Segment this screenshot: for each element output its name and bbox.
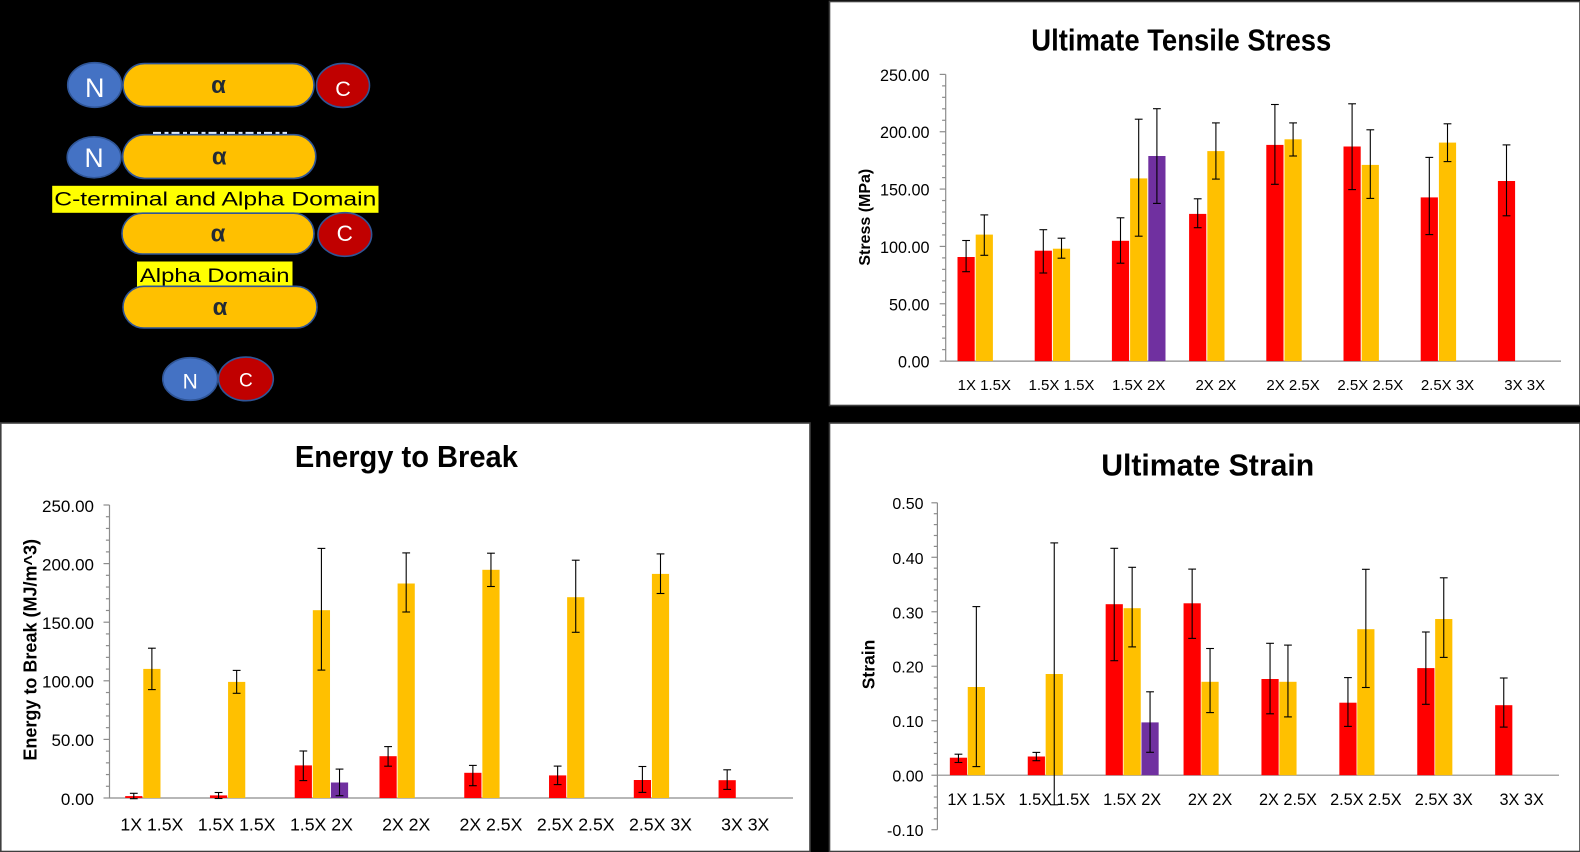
svg-text:Stress (MPa): Stress (MPa) — [857, 169, 874, 266]
svg-text:200.00: 200.00 — [42, 555, 94, 574]
svg-text:N: N — [183, 371, 198, 394]
svg-text:C-terminal and Alpha Domain: C-terminal and Alpha Domain — [54, 189, 376, 210]
svg-text:C: C — [335, 77, 351, 101]
svg-text:2X 2X: 2X 2X — [382, 814, 430, 834]
svg-text:1X 1.5X: 1X 1.5X — [120, 814, 183, 834]
svg-text:2X 2.5X: 2X 2.5X — [1266, 377, 1319, 394]
svg-text:100.00: 100.00 — [880, 239, 930, 257]
svg-text:2X 2X: 2X 2X — [1188, 791, 1232, 809]
svg-text:1X 1.5X: 1X 1.5X — [947, 791, 1005, 809]
svg-text:1.5X 2X: 1.5X 2X — [1103, 791, 1161, 809]
svg-text:Alpha Domain: Alpha Domain — [140, 265, 290, 287]
svg-text:3X 3X: 3X 3X — [721, 814, 769, 834]
svg-text:C: C — [337, 221, 353, 246]
svg-text:3X 3X: 3X 3X — [1504, 377, 1545, 394]
svg-text:2.5X 2.5X: 2.5X 2.5X — [537, 814, 615, 834]
svg-text:-0.10: -0.10 — [887, 823, 924, 840]
svg-text:2X 2X: 2X 2X — [1195, 377, 1236, 394]
svg-text:1.5X 1.5X: 1.5X 1.5X — [198, 814, 276, 834]
svg-text:2.5X 2.5X: 2.5X 2.5X — [1330, 791, 1402, 809]
svg-text:α: α — [211, 72, 226, 99]
svg-text:100.00: 100.00 — [42, 673, 94, 692]
svg-text:0.50: 0.50 — [892, 496, 923, 513]
svg-text:200.00: 200.00 — [880, 124, 930, 142]
svg-text:50.00: 50.00 — [51, 731, 94, 750]
svg-text:2X 2.5X: 2X 2.5X — [459, 814, 522, 834]
svg-text:1.5X 2X: 1.5X 2X — [290, 814, 353, 834]
svg-text:0.00: 0.00 — [898, 354, 930, 372]
svg-text:Energy to Break (MJ/m^3): Energy to Break (MJ/m^3) — [21, 539, 41, 761]
svg-text:1.5X 2X: 1.5X 2X — [1112, 377, 1165, 394]
svg-text:250.00: 250.00 — [880, 67, 930, 85]
svg-text:Ultimate Strain: Ultimate Strain — [1101, 447, 1314, 482]
svg-text:0.20: 0.20 — [892, 660, 923, 677]
svg-text:50.00: 50.00 — [889, 296, 930, 314]
svg-text:Energy to Break: Energy to Break — [295, 439, 519, 474]
svg-text:α: α — [213, 294, 228, 321]
svg-text:C: C — [239, 371, 253, 392]
svg-text:1.5X 1.5X: 1.5X 1.5X — [1029, 377, 1095, 394]
svg-text:250.00: 250.00 — [42, 497, 94, 516]
svg-text:1X 1.5X: 1X 1.5X — [958, 377, 1011, 394]
svg-text:2.5X 3X: 2.5X 3X — [1421, 377, 1474, 394]
svg-text:0.00: 0.00 — [892, 769, 923, 786]
svg-text:150.00: 150.00 — [42, 614, 94, 633]
svg-text:0.00: 0.00 — [61, 790, 94, 809]
svg-text:2.5X 3X: 2.5X 3X — [1415, 791, 1473, 809]
svg-text:0.40: 0.40 — [892, 551, 923, 568]
svg-text:150.00: 150.00 — [880, 182, 930, 200]
svg-text:2.5X 2.5X: 2.5X 2.5X — [1337, 377, 1403, 394]
svg-text:α: α — [212, 143, 227, 170]
svg-text:2.5X 3X: 2.5X 3X — [629, 814, 692, 834]
svg-text:2X 2.5X: 2X 2.5X — [1259, 791, 1317, 809]
svg-text:α: α — [211, 220, 226, 247]
svg-text:Ultimate Tensile Stress: Ultimate Tensile Stress — [1031, 22, 1331, 57]
svg-text:3X 3X: 3X 3X — [1499, 791, 1543, 809]
svg-text:Strain: Strain — [858, 640, 878, 690]
svg-text:0.10: 0.10 — [892, 714, 923, 731]
svg-text:0.30: 0.30 — [892, 605, 923, 622]
svg-text:N: N — [85, 73, 105, 103]
svg-text:N: N — [85, 143, 104, 173]
